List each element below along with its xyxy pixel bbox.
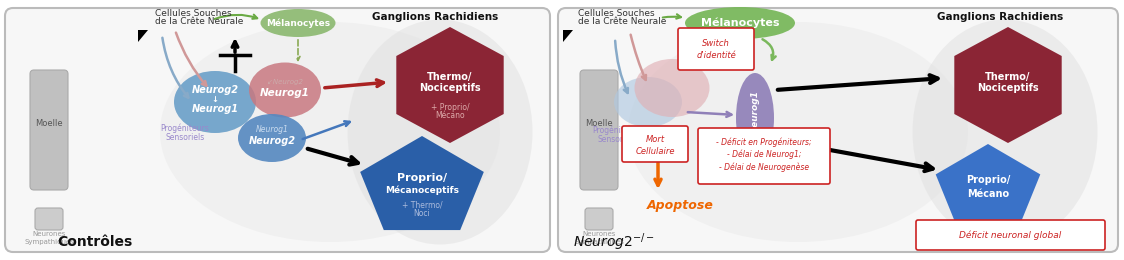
Ellipse shape	[685, 7, 795, 39]
Text: $\mathit{Neurog2}^{-/-}$: $\mathit{Neurog2}^{-/-}$	[573, 231, 655, 253]
Text: Mécano: Mécano	[435, 112, 465, 120]
FancyBboxPatch shape	[584, 208, 613, 230]
Text: Progéniteurs: Progéniteurs	[592, 125, 642, 135]
Text: + Thermo/: + Thermo/	[401, 200, 443, 210]
Text: Apoptose: Apoptose	[647, 198, 714, 211]
Text: Switch: Switch	[702, 40, 729, 49]
Text: Cellules Souches: Cellules Souches	[578, 9, 654, 17]
Ellipse shape	[160, 22, 500, 242]
Text: Thermo/: Thermo/	[986, 72, 1031, 82]
Ellipse shape	[635, 59, 709, 117]
FancyBboxPatch shape	[678, 28, 754, 70]
Polygon shape	[138, 30, 148, 42]
Polygon shape	[935, 144, 1041, 224]
Text: Noci: Noci	[414, 210, 430, 218]
Text: + Proprio/: + Proprio/	[430, 102, 470, 112]
Text: Sensoriels: Sensoriels	[597, 135, 636, 145]
Text: Sensoriels: Sensoriels	[165, 133, 205, 142]
Text: Neurog1: Neurog1	[255, 126, 289, 134]
FancyBboxPatch shape	[698, 128, 830, 184]
Ellipse shape	[913, 20, 1097, 244]
Text: Nociceptifs: Nociceptifs	[419, 83, 481, 93]
Text: Ganglions Rachidiens: Ganglions Rachidiens	[372, 12, 498, 22]
Text: Progéniteurs: Progéniteurs	[161, 123, 209, 133]
Text: Sympathiques: Sympathiques	[574, 239, 624, 245]
Text: Proprio/: Proprio/	[397, 173, 447, 183]
FancyBboxPatch shape	[558, 8, 1118, 252]
Text: Mécano: Mécano	[967, 189, 1009, 199]
Text: Mécanoceptifs: Mécanoceptifs	[386, 185, 459, 195]
Ellipse shape	[250, 62, 321, 118]
Text: Mélanocytes: Mélanocytes	[700, 18, 779, 28]
FancyBboxPatch shape	[30, 70, 67, 190]
Text: Thermo/: Thermo/	[427, 72, 473, 82]
Polygon shape	[360, 136, 483, 230]
FancyBboxPatch shape	[622, 126, 688, 162]
Text: Moelle: Moelle	[586, 120, 613, 128]
Text: de la Crête Neurale: de la Crête Neurale	[155, 17, 244, 27]
Polygon shape	[563, 30, 573, 42]
Polygon shape	[954, 27, 1062, 143]
Text: Déficit neuronal global: Déficit neuronal global	[959, 230, 1061, 240]
Ellipse shape	[261, 9, 335, 37]
Text: Ganglions Rachidiens: Ganglions Rachidiens	[937, 12, 1063, 22]
Text: Neurog2: Neurog2	[248, 136, 296, 146]
FancyBboxPatch shape	[4, 8, 550, 252]
Text: - Déficit en Progéniteurs;: - Déficit en Progéniteurs;	[716, 137, 812, 147]
Text: Sympathiques: Sympathiques	[24, 239, 74, 245]
Text: Neurones: Neurones	[33, 231, 65, 237]
Text: - Délai de Neurogenèse: - Délai de Neurogenèse	[719, 162, 809, 172]
Text: d'identité: d'identité	[696, 51, 736, 61]
Ellipse shape	[238, 114, 306, 162]
Text: Neurones: Neurones	[582, 231, 616, 237]
FancyBboxPatch shape	[35, 208, 63, 230]
Text: Moelle: Moelle	[35, 120, 63, 128]
Text: Proprio/: Proprio/	[966, 175, 1010, 185]
Ellipse shape	[614, 77, 682, 127]
Text: ↓: ↓	[211, 94, 218, 103]
Text: Neurog1: Neurog1	[191, 104, 238, 114]
Text: - Délai de Neurog1;: - Délai de Neurog1;	[727, 149, 801, 159]
Text: ↑ Neurog1: ↑ Neurog1	[751, 91, 760, 145]
Ellipse shape	[174, 71, 256, 133]
Text: Nociceptifs: Nociceptifs	[977, 83, 1039, 93]
Ellipse shape	[736, 73, 774, 163]
FancyBboxPatch shape	[580, 70, 618, 190]
Text: Mélanocytes: Mélanocytes	[266, 18, 330, 28]
Text: Neurog2: Neurog2	[191, 85, 238, 95]
Text: de la Crête Neurale: de la Crête Neurale	[578, 17, 667, 27]
Text: ↙Neurog2: ↙Neurog2	[268, 79, 303, 85]
Ellipse shape	[347, 20, 533, 244]
Text: Cellules Souches: Cellules Souches	[155, 9, 232, 17]
Text: Mort: Mort	[645, 135, 664, 145]
Polygon shape	[397, 27, 504, 143]
Text: Contrôles: Contrôles	[57, 235, 133, 249]
Text: Neurog1: Neurog1	[260, 88, 310, 98]
Ellipse shape	[628, 22, 968, 242]
Text: Cellulaire: Cellulaire	[635, 146, 674, 155]
FancyBboxPatch shape	[916, 220, 1105, 250]
